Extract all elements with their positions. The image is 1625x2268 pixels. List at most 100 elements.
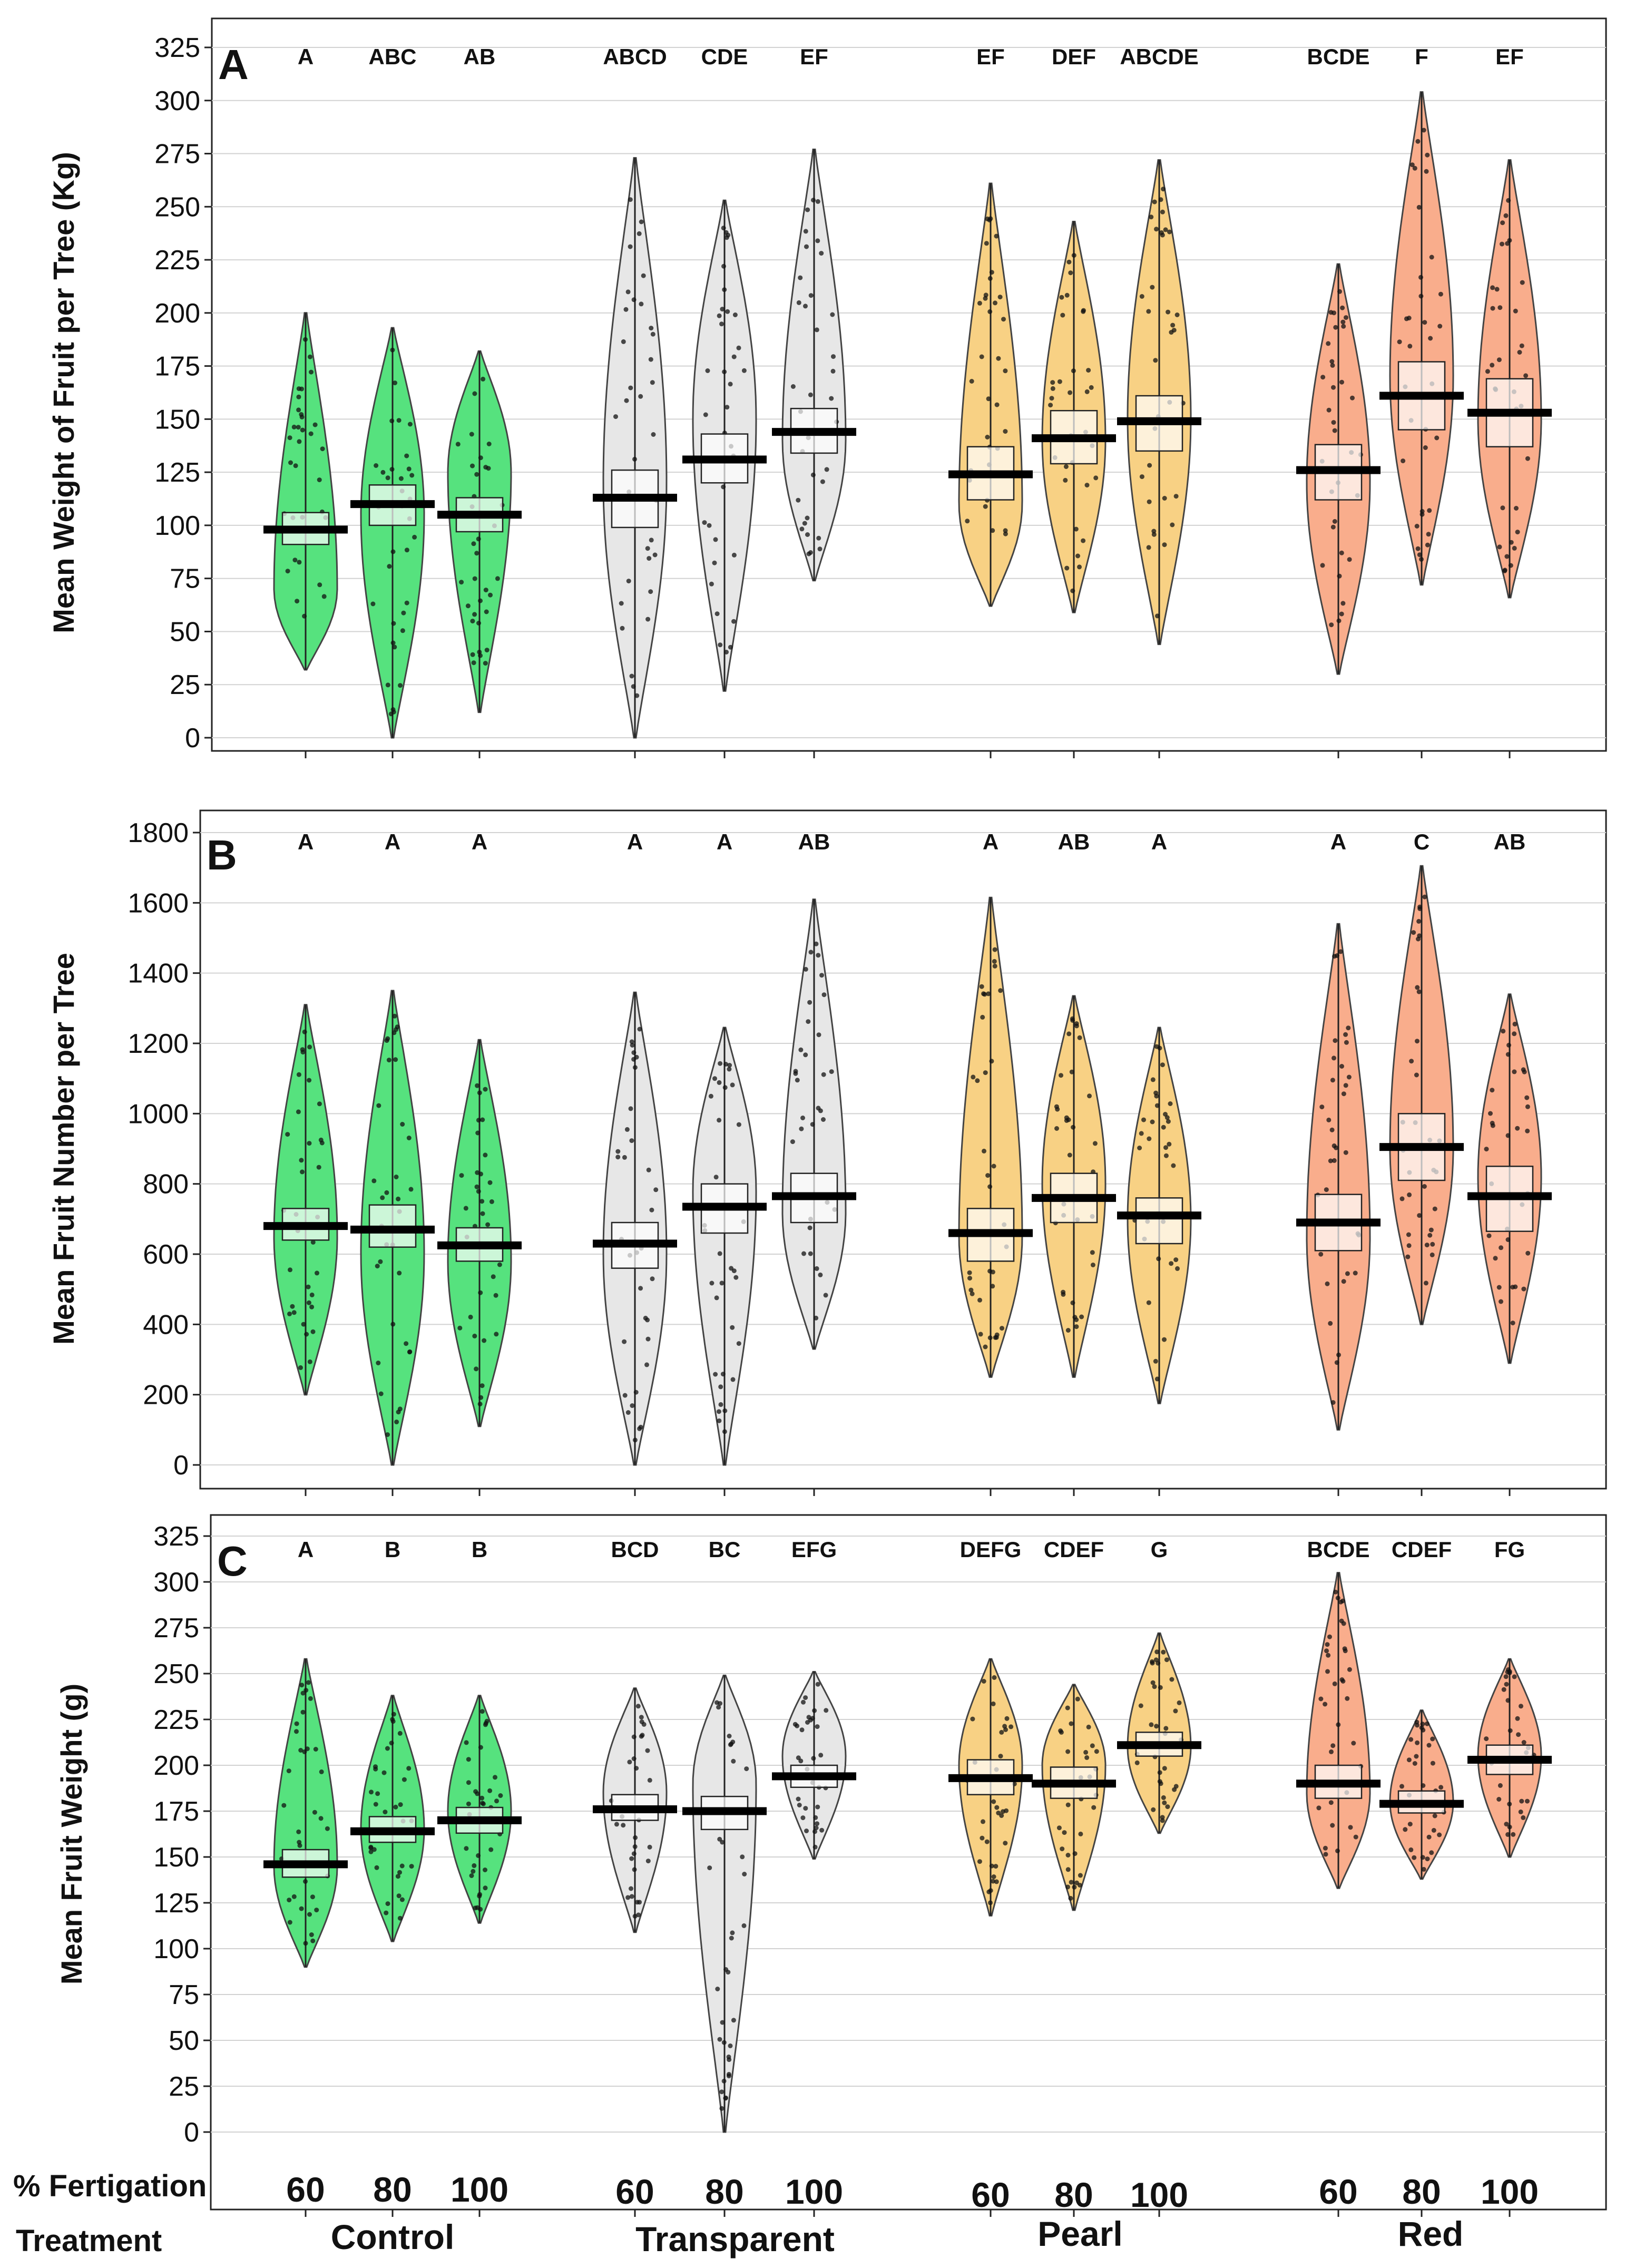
- data-point: [483, 1885, 488, 1891]
- data-point: [645, 1859, 651, 1864]
- data-point: [987, 309, 993, 314]
- data-point: [633, 1835, 638, 1840]
- data-point: [1335, 1596, 1340, 1601]
- data-point: [1505, 1133, 1511, 1138]
- data-point: [1072, 1851, 1078, 1856]
- y-tick-label: 100: [154, 511, 200, 541]
- significance-letter: EF: [800, 44, 828, 69]
- data-point: [652, 552, 658, 558]
- data-point: [307, 1141, 312, 1146]
- significance-letter: ABC: [369, 44, 417, 69]
- data-point: [829, 396, 834, 401]
- data-point: [1430, 1241, 1435, 1247]
- data-point: [1408, 1737, 1414, 1742]
- data-point: [309, 1292, 315, 1297]
- data-point: [991, 1874, 996, 1879]
- data-point: [297, 560, 302, 565]
- data-point: [1151, 1807, 1156, 1812]
- data-point: [296, 1829, 301, 1834]
- data-point: [1324, 1648, 1329, 1654]
- data-point: [376, 1103, 381, 1108]
- panel-frame: [210, 1514, 1607, 2211]
- data-point: [1353, 1270, 1358, 1276]
- data-point: [645, 617, 651, 622]
- data-point: [1075, 553, 1080, 559]
- data-point: [1415, 1740, 1420, 1745]
- fertigation-level-label: 100: [785, 2172, 843, 2211]
- data-point: [810, 472, 816, 477]
- data-point: [299, 1158, 304, 1163]
- data-point: [1147, 463, 1152, 468]
- data-point: [650, 331, 655, 337]
- data-point: [1511, 1832, 1516, 1837]
- data-point: [480, 1801, 485, 1806]
- data-point: [1170, 322, 1176, 328]
- data-point: [814, 1266, 819, 1271]
- fertigation-level-label: 100: [1130, 2175, 1188, 2214]
- violin-group-pearl-60: A: [948, 829, 1033, 1378]
- data-point: [1345, 1271, 1350, 1276]
- significance-letter: A: [298, 1537, 314, 1562]
- data-point: [471, 1869, 476, 1874]
- data-point: [325, 1826, 330, 1831]
- data-point: [472, 1863, 477, 1868]
- data-point: [1326, 1117, 1332, 1122]
- data-point: [622, 1339, 627, 1344]
- data-point: [814, 1825, 819, 1831]
- data-point: [315, 1270, 319, 1276]
- data-point: [478, 1171, 483, 1177]
- data-point: [818, 1108, 823, 1113]
- significance-letter: A: [385, 829, 400, 854]
- data-point: [793, 1069, 798, 1074]
- treatment-label: Pearl: [1037, 2214, 1122, 2253]
- data-point: [409, 473, 415, 478]
- significance-letter: ABCDE: [1120, 44, 1198, 69]
- fertigation-level-label: 60: [615, 2172, 654, 2211]
- data-point: [1488, 1111, 1493, 1116]
- data-point: [308, 354, 312, 359]
- data-point: [629, 1138, 634, 1143]
- data-point: [1418, 275, 1423, 280]
- data-point: [478, 455, 483, 461]
- data-point: [1501, 1029, 1506, 1034]
- data-point: [1158, 1685, 1163, 1690]
- data-point: [1086, 368, 1091, 373]
- data-point: [1423, 445, 1428, 450]
- data-point: [812, 1708, 817, 1713]
- data-point: [498, 1793, 503, 1798]
- data-point: [406, 1136, 412, 1140]
- y-tick-label: 0: [173, 1450, 189, 1481]
- data-point: [725, 309, 730, 314]
- violin-group-pearl-60: DEFG: [948, 1537, 1033, 1917]
- data-point: [1437, 324, 1443, 329]
- data-point: [1150, 1680, 1156, 1685]
- data-point: [653, 1187, 659, 1192]
- data-point: [639, 1715, 644, 1720]
- data-point: [1339, 1677, 1345, 1682]
- data-point: [1424, 169, 1429, 174]
- data-point: [622, 1393, 628, 1398]
- violin-group-red-100: FG: [1467, 1537, 1552, 1858]
- data-point: [720, 307, 725, 312]
- y-tick-label: 1000: [128, 1099, 189, 1129]
- data-point: [639, 301, 644, 307]
- data-point: [713, 1175, 719, 1180]
- data-point: [300, 1709, 306, 1715]
- fertigation-axis-title: % Fertigation: [13, 2169, 207, 2203]
- data-point: [479, 1383, 485, 1389]
- data-point: [1081, 538, 1086, 543]
- data-point: [1157, 1770, 1162, 1775]
- data-point: [1507, 1824, 1512, 1830]
- data-point: [1412, 165, 1417, 171]
- data-point: [393, 1057, 398, 1062]
- data-point: [647, 556, 652, 561]
- data-point: [632, 456, 637, 462]
- data-point: [987, 276, 993, 281]
- data-point: [1316, 1805, 1321, 1811]
- data-point: [815, 1821, 820, 1826]
- data-point: [803, 304, 808, 309]
- data-point: [718, 1384, 723, 1390]
- data-point: [1337, 573, 1342, 579]
- treatment-label: Transparent: [635, 2220, 835, 2259]
- data-point: [478, 598, 483, 603]
